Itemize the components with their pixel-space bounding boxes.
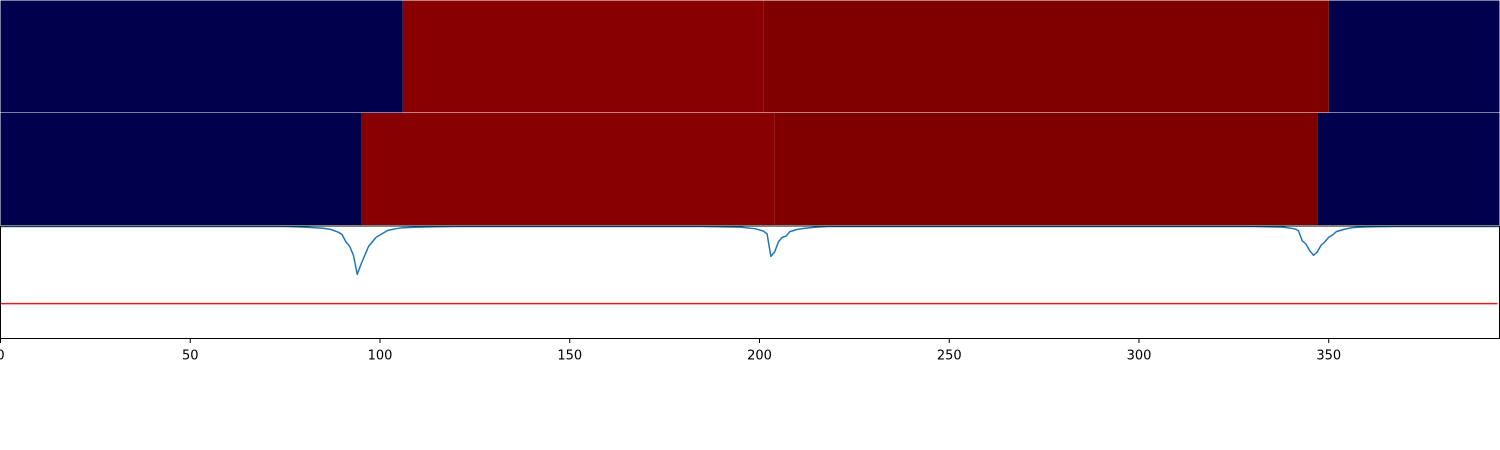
segmentation-track-2	[0, 113, 1500, 225]
line-panel	[0, 225, 1500, 339]
x-tick-label-100: 100	[368, 349, 393, 364]
x-tick-label-0: 0	[0, 349, 5, 364]
track-1-segment-1	[0, 0, 403, 113]
track-1-segments	[0, 0, 1500, 113]
x-tick-label-150: 150	[557, 349, 582, 364]
x-tick-label-50: 50	[182, 349, 199, 364]
track-2-segment-3	[774, 113, 1318, 225]
x-tick-label-300: 300	[1127, 349, 1152, 364]
track-1-segment-3	[763, 0, 1329, 113]
track-1-segment-2	[402, 0, 764, 113]
track-2-segment-1	[0, 113, 362, 225]
x-axis: 0 50 100 150 200 250 300 350	[0, 338, 1341, 364]
x-tick-label-250: 250	[937, 349, 962, 364]
segmentation-track-1	[0, 0, 1500, 113]
track-1-segment-4	[1328, 0, 1500, 113]
track-2-segment-4	[1317, 113, 1500, 225]
track-2-segment-2	[361, 113, 775, 225]
line-panel-frame	[0, 225, 1500, 339]
probability-line	[0, 226, 1500, 276]
x-tick-label-200: 200	[747, 349, 772, 364]
track-2-segments	[0, 113, 1500, 225]
line-panel-content	[0, 226, 1500, 305]
x-tick-label-350: 350	[1316, 349, 1341, 364]
